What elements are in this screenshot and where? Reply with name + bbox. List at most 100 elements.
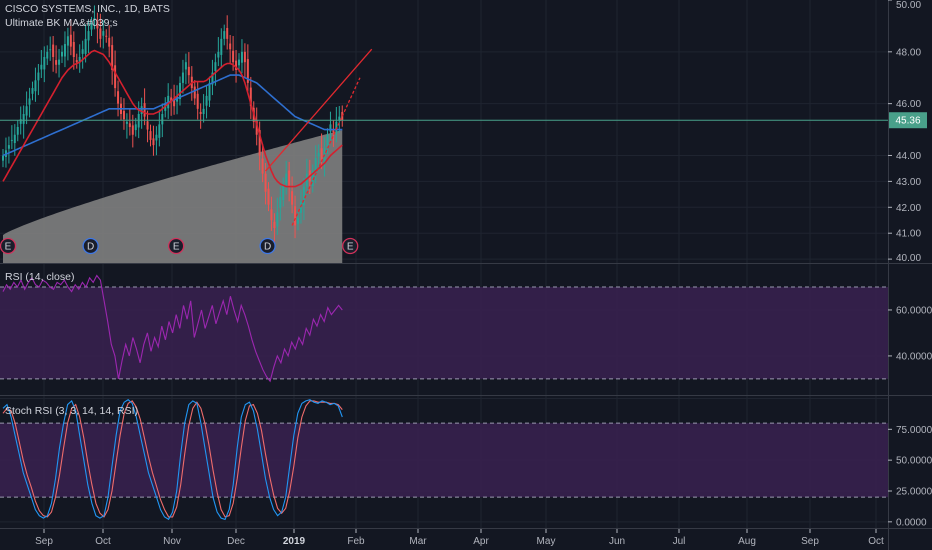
candle-up[interactable] xyxy=(285,173,288,184)
candle-down[interactable] xyxy=(143,103,146,117)
candle-down[interactable] xyxy=(75,60,78,63)
candle-down[interactable] xyxy=(229,43,232,50)
candle-up[interactable] xyxy=(13,134,16,144)
candle-down[interactable] xyxy=(96,21,99,29)
candle-up[interactable] xyxy=(279,196,282,208)
candle-up[interactable] xyxy=(205,95,208,106)
candle-up[interactable] xyxy=(137,114,140,128)
candle-down[interactable] xyxy=(255,120,258,135)
candle-down[interactable] xyxy=(196,93,199,109)
candle-up[interactable] xyxy=(329,124,332,132)
candle-down[interactable] xyxy=(267,188,270,205)
candle-up[interactable] xyxy=(134,124,137,131)
candle-up[interactable] xyxy=(184,62,187,70)
candle-down[interactable] xyxy=(291,191,294,205)
candle-down[interactable] xyxy=(111,45,114,70)
candle-down[interactable] xyxy=(152,138,155,146)
candle-down[interactable] xyxy=(246,59,249,83)
dividend-marker[interactable] xyxy=(82,237,99,255)
candle-up[interactable] xyxy=(25,106,28,116)
candle-down[interactable] xyxy=(294,206,297,226)
candle-down[interactable] xyxy=(258,130,261,156)
candle-up[interactable] xyxy=(93,18,96,20)
candle-up[interactable] xyxy=(311,171,314,187)
earnings-marker[interactable] xyxy=(167,237,185,255)
candle-down[interactable] xyxy=(187,66,190,76)
candle-down[interactable] xyxy=(173,99,176,107)
candle-up[interactable] xyxy=(16,126,19,135)
candle-up[interactable] xyxy=(49,49,52,51)
time-axis[interactable]: Sep Oct Nov Dec 2019 Feb Mar Apr May Jun Jul Aug Sep… xyxy=(35,529,884,547)
candle-up[interactable] xyxy=(208,82,211,101)
candle-down[interactable] xyxy=(131,125,134,135)
candle-up[interactable] xyxy=(28,98,31,105)
candle-up[interactable] xyxy=(19,119,22,124)
candle-down[interactable] xyxy=(264,173,267,192)
candle-up[interactable] xyxy=(81,49,84,54)
candle-up[interactable] xyxy=(43,57,46,70)
candle-up[interactable] xyxy=(78,57,81,63)
price-axes[interactable]: 40.00 41.00 42.00 43.00 44.00 46.00 48.00 50.00… xyxy=(888,0,932,528)
candle-up[interactable] xyxy=(282,183,285,201)
candle-down[interactable] xyxy=(249,87,252,107)
wedge-upper-line[interactable] xyxy=(265,48,373,172)
candle-up[interactable] xyxy=(223,31,226,39)
candle-down[interactable] xyxy=(69,34,72,47)
candle-down[interactable] xyxy=(122,110,125,120)
wedge-lower-line[interactable] xyxy=(291,77,361,226)
candle-up[interactable] xyxy=(10,139,13,141)
candle-up[interactable] xyxy=(63,44,66,57)
candle-down[interactable] xyxy=(270,209,273,221)
candle-down[interactable] xyxy=(199,111,202,115)
candlestick-series[interactable] xyxy=(2,5,344,243)
candle-down[interactable] xyxy=(105,35,108,37)
candle-up[interactable] xyxy=(155,134,158,141)
candle-up[interactable] xyxy=(84,38,87,54)
candle-down[interactable] xyxy=(128,123,131,127)
candle-up[interactable] xyxy=(238,59,240,66)
candle-down[interactable] xyxy=(55,60,58,65)
candle-up[interactable] xyxy=(326,134,329,148)
candle-up[interactable] xyxy=(22,114,25,124)
candle-down[interactable] xyxy=(273,221,276,229)
candle-up[interactable] xyxy=(220,38,223,55)
candle-down[interactable] xyxy=(320,148,323,161)
candle-down[interactable] xyxy=(52,44,55,58)
candle-up[interactable] xyxy=(305,173,308,187)
earnings-marker[interactable] xyxy=(0,237,17,255)
candle-down[interactable] xyxy=(193,86,196,99)
candle-up[interactable] xyxy=(90,23,93,30)
candle-up[interactable] xyxy=(161,114,164,125)
wedge-trendlines[interactable] xyxy=(0,48,888,226)
candle-up[interactable] xyxy=(34,80,37,92)
candle-up[interactable] xyxy=(40,64,43,70)
candle-down[interactable] xyxy=(72,41,75,58)
dividend-marker[interactable] xyxy=(259,237,276,255)
candle-down[interactable] xyxy=(243,51,246,63)
candle-up[interactable] xyxy=(61,51,63,57)
candle-down[interactable] xyxy=(226,27,229,39)
candle-up[interactable] xyxy=(214,62,217,71)
candle-up[interactable] xyxy=(240,51,243,63)
candle-up[interactable] xyxy=(202,108,205,115)
candle-down[interactable] xyxy=(146,121,149,130)
candle-up[interactable] xyxy=(66,36,69,46)
candle-up[interactable] xyxy=(158,124,161,138)
candle-up[interactable] xyxy=(140,106,143,115)
candle-up[interactable] xyxy=(179,82,181,99)
candle-down[interactable] xyxy=(108,37,111,47)
candle-down[interactable] xyxy=(332,129,335,133)
candle-down[interactable] xyxy=(117,91,120,104)
candle-up[interactable] xyxy=(125,121,128,124)
candle-up[interactable] xyxy=(302,186,305,206)
candle-down[interactable] xyxy=(149,131,152,140)
candle-down[interactable] xyxy=(288,170,291,187)
candle-up[interactable] xyxy=(58,59,61,65)
candle-up[interactable] xyxy=(211,72,214,85)
candle-down[interactable] xyxy=(99,28,102,39)
candle-down[interactable] xyxy=(232,50,235,63)
candle-up[interactable] xyxy=(7,145,10,149)
candle-up[interactable] xyxy=(102,31,105,36)
candle-down[interactable] xyxy=(261,158,264,174)
candle-up[interactable] xyxy=(87,31,90,41)
